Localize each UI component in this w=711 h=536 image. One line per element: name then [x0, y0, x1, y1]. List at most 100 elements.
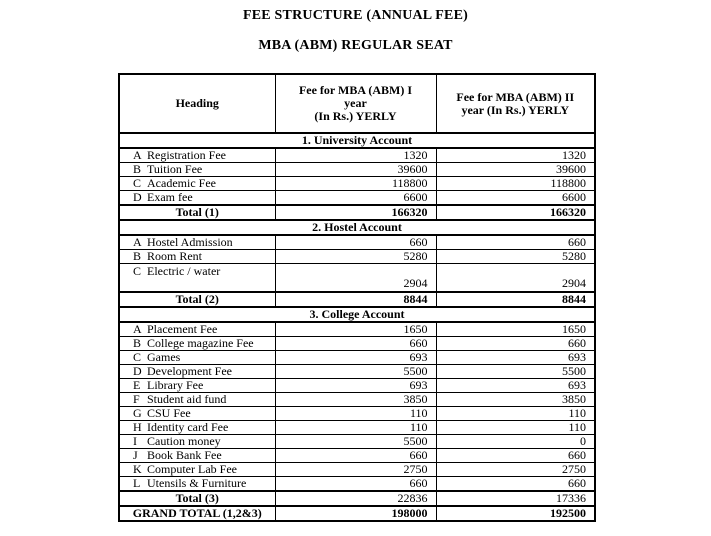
item-row: B Tuition Fee 39600 39600 — [118, 162, 596, 177]
document-subtitle: MBA (ABM) REGULAR SEAT — [258, 38, 453, 53]
item-row: F Student aid fund 3850 3850 — [118, 391, 596, 407]
fee-value-year2: 8844 — [435, 290, 596, 308]
total-row: Total (2) 8844 8844 — [118, 290, 596, 308]
fee-item-label: A Registration Fee — [118, 147, 276, 163]
item-label: Electric / water — [147, 264, 221, 278]
item-code: B — [133, 336, 142, 350]
fee-value-year2: 1320 — [435, 147, 596, 163]
fee-value-year2: 660 — [435, 475, 596, 491]
fee-value-year2: 2750 — [435, 461, 596, 477]
item-label: Computer Lab Fee — [147, 462, 237, 476]
fee-value-year1: 118800 — [274, 176, 437, 191]
fee-value-year1: 22836 — [274, 489, 437, 507]
fee-item-label: I Caution money — [118, 433, 276, 449]
fee-value-year2: 2904 — [435, 263, 596, 292]
item-label: Utensils & Furniture — [147, 476, 247, 490]
item-code: I — [133, 434, 137, 448]
item-code: F — [133, 392, 140, 406]
fee-item-label: D Development Fee — [118, 363, 276, 379]
fee-value-year1: 3850 — [274, 391, 437, 407]
section-label: 3. College Account — [118, 305, 596, 323]
fee-value-year1: 5500 — [274, 433, 437, 449]
item-label: Development Fee — [147, 364, 232, 378]
item-row: I Caution money 5500 0 — [118, 433, 596, 449]
item-row: L Utensils & Furniture 660 660 — [118, 475, 596, 491]
fee-value-year1: 660 — [274, 475, 437, 491]
fee-value-year2: 1650 — [435, 321, 596, 337]
item-label: Caution money — [147, 434, 221, 448]
fee-value-year2: 118800 — [435, 176, 596, 191]
total-row: Total (3) 22836 17336 — [118, 489, 596, 507]
item-row: B Room Rent 5280 5280 — [118, 249, 596, 264]
item-code: B — [133, 162, 142, 176]
table-header-row: Heading Fee for MBA (ABM) I year (In Rs.… — [118, 73, 596, 134]
item-label: Identity card Fee — [147, 420, 229, 434]
item-row: A Hostel Admission 660 660 — [118, 234, 596, 250]
item-row: B College magazine Fee 660 660 — [118, 335, 596, 351]
fee-item-label: G CSU Fee — [118, 405, 276, 421]
item-label: Academic Fee — [147, 176, 216, 190]
item-row: J Book Bank Fee 660 660 — [118, 447, 596, 463]
section-label: 2. Hostel Account — [118, 219, 596, 236]
item-row: A Placement Fee 1650 1650 — [118, 321, 596, 337]
item-label: Student aid fund — [147, 392, 227, 406]
fee-item-label: L Utensils & Furniture — [118, 475, 276, 491]
item-row: D Development Fee 5500 5500 — [118, 363, 596, 379]
fee-value-year1: 166320 — [274, 204, 437, 221]
fee-value-year2: 693 — [435, 377, 596, 393]
fee-item-label: B College magazine Fee — [118, 335, 276, 351]
fee-item-label: C Electric / water — [118, 263, 276, 292]
fee-value-year1: 660 — [274, 447, 437, 463]
fee-item-label: A Hostel Admission — [118, 234, 276, 250]
fee-value-year2: 660 — [435, 234, 596, 250]
fee-value-year1: 5280 — [274, 249, 437, 264]
fee-value-year1: 8844 — [274, 290, 437, 308]
fee-value-year1: 660 — [274, 335, 437, 351]
item-row: C Academic Fee 118800 118800 — [118, 176, 596, 191]
item-row: G CSU Fee 110 110 — [118, 405, 596, 421]
total-row: Total (1) 166320 166320 — [118, 204, 596, 221]
item-label: Exam fee — [147, 190, 193, 204]
fee-item-label: B Room Rent — [118, 249, 276, 264]
fee-value-year1: 660 — [274, 234, 437, 250]
item-code: D — [133, 190, 142, 204]
section-label: 1. University Account — [118, 132, 596, 149]
item-code: A — [133, 148, 142, 162]
fee-value-year1: 6600 — [274, 190, 437, 206]
grand-row: GRAND TOTAL (1,2&3) 198000 192500 — [118, 504, 596, 522]
fee-value-year1: 2904 — [274, 263, 437, 292]
fee-value-year2: 166320 — [435, 204, 596, 221]
item-code: L — [133, 476, 141, 490]
item-row: K Computer Lab Fee 2750 2750 — [118, 461, 596, 477]
fee-value-year2: 0 — [435, 433, 596, 449]
item-label: Placement Fee — [147, 321, 218, 336]
fee-item-label: C Games — [118, 349, 276, 365]
total-label: Total (2) — [118, 290, 276, 308]
item-code: E — [133, 378, 141, 392]
item-label: Registration Fee — [147, 148, 226, 162]
fee-value-year1: 39600 — [274, 162, 437, 177]
fee-value-year2: 39600 — [435, 162, 596, 177]
fee-value-year2: 6600 — [435, 190, 596, 206]
fee-value-year1: 693 — [274, 377, 437, 393]
item-code: B — [133, 249, 142, 263]
fee-value-year1: 110 — [274, 419, 437, 435]
item-code: A — [133, 235, 142, 249]
fee-value-year2: 5500 — [435, 363, 596, 379]
item-code: H — [133, 420, 142, 434]
fee-item-label: D Exam fee — [118, 190, 276, 206]
item-label: College magazine Fee — [147, 336, 254, 350]
item-label: Hostel Admission — [147, 235, 233, 249]
item-label: Book Bank Fee — [147, 448, 222, 462]
item-row: C Electric / water 2904 2904 — [118, 263, 596, 292]
fee-value-year1: 693 — [274, 349, 437, 365]
item-row: A Registration Fee 1320 1320 — [118, 147, 596, 163]
column-header-fee-year2: Fee for MBA (ABM) II year (In Rs.) YERLY — [435, 73, 596, 134]
fee-value-year2: 693 — [435, 349, 596, 365]
fee-table-body: 1. University Account A Registration Fee 13… — [118, 132, 596, 522]
item-label: Room Rent — [147, 249, 203, 263]
fee-value-year2: 5280 — [435, 249, 596, 264]
fee-item-label: B Tuition Fee — [118, 162, 276, 177]
fee-item-label: A Placement Fee — [118, 321, 276, 337]
column-header-heading: Heading — [118, 73, 276, 134]
